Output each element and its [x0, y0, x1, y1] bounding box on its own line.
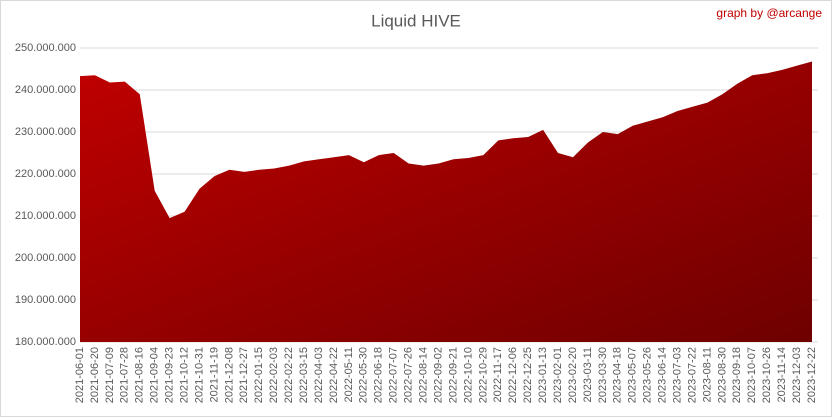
- x-tick-label: 2023-04-18: [612, 347, 624, 403]
- y-tick-label: 220.000.000: [15, 168, 76, 180]
- x-tick-label: 2022-12-06: [507, 347, 519, 403]
- x-tick-label: 2021-10-12: [178, 347, 190, 403]
- x-tick-label: 2023-07-03: [671, 347, 683, 403]
- x-tick-label: 2023-05-07: [627, 347, 639, 403]
- y-tick-label: 250.000.000: [15, 42, 76, 54]
- y-tick-label: 230.000.000: [15, 126, 76, 138]
- chart-title: Liquid HIVE: [371, 11, 461, 30]
- x-tick-label: 2021-09-04: [149, 347, 161, 403]
- x-tick-label: 2022-09-21: [447, 347, 459, 403]
- x-tick-label: 2023-03-11: [582, 347, 594, 402]
- x-tick-label: 2022-09-02: [432, 347, 444, 403]
- x-tick-label: 2021-12-08: [223, 347, 235, 403]
- x-tick-label: 2023-05-26: [642, 347, 654, 403]
- annotation: graph by @arcange: [716, 6, 822, 20]
- x-tick-label: 2023-09-18: [731, 347, 743, 403]
- x-tick-label: 2023-10-26: [761, 347, 773, 403]
- x-tick-label: 2022-02-22: [283, 347, 295, 403]
- x-tick-label: 2021-11-19: [208, 347, 220, 402]
- x-tick-label: 2022-05-11: [343, 347, 355, 402]
- x-tick-label: 2023-06-14: [657, 347, 669, 403]
- x-tick-label: 2021-06-01: [74, 347, 86, 403]
- x-tick-label: 2022-07-26: [403, 347, 415, 403]
- y-tick-label: 180.000.000: [15, 336, 76, 348]
- x-tick-label: 2023-12-22: [806, 347, 818, 403]
- x-tick-label: 2021-07-09: [104, 347, 116, 403]
- x-tick-label: 2023-08-30: [716, 347, 728, 403]
- x-tick-label: 2022-05-30: [358, 347, 370, 403]
- x-tick-label: 2023-12-03: [791, 347, 803, 403]
- x-tick-label: 2023-08-11: [701, 347, 713, 402]
- x-tick-label: 2021-06-20: [89, 347, 101, 403]
- x-tick-label: 2023-03-30: [597, 347, 609, 403]
- x-tick-label: 2021-07-28: [119, 347, 131, 403]
- x-tick-label: 2023-10-07: [746, 347, 758, 403]
- x-tick-label: 2022-06-18: [373, 347, 385, 403]
- area: [80, 61, 812, 342]
- x-tick-label: 2021-10-31: [193, 347, 205, 403]
- x-tick-label: 2023-01-13: [537, 347, 549, 403]
- y-tick-label: 210.000.000: [15, 210, 76, 222]
- x-tick-label: 2022-12-25: [522, 347, 534, 403]
- x-tick-label: 2022-07-07: [388, 347, 400, 403]
- x-tick-label: 2022-11-17: [492, 347, 504, 402]
- x-tick-label: 2022-08-14: [417, 347, 429, 403]
- x-tick-label: 2021-08-16: [134, 347, 146, 403]
- x-tick-label: 2022-01-15: [253, 347, 265, 403]
- y-tick-label: 200.000.000: [15, 252, 76, 264]
- x-tick-label: 2023-02-20: [567, 347, 579, 403]
- x-tick-label: 2022-10-29: [477, 347, 489, 403]
- x-tick-label: 2021-09-23: [164, 347, 176, 403]
- y-tick-label: 190.000.000: [15, 294, 76, 306]
- x-tick-label: 2023-07-22: [686, 347, 698, 403]
- x-tick-label: 2022-10-10: [462, 347, 474, 403]
- y-tick-label: 240.000.000: [15, 84, 76, 96]
- x-tick-label: 2023-11-14: [776, 347, 788, 402]
- x-tick-label: 2022-04-22: [328, 347, 340, 403]
- x-tick-label: 2022-02-03: [268, 347, 280, 403]
- x-tick-label: 2022-04-03: [313, 347, 325, 403]
- x-tick-label: 2023-02-01: [552, 347, 564, 403]
- x-tick-label: 2021-12-27: [238, 347, 250, 403]
- x-tick-label: 2022-03-15: [298, 347, 310, 403]
